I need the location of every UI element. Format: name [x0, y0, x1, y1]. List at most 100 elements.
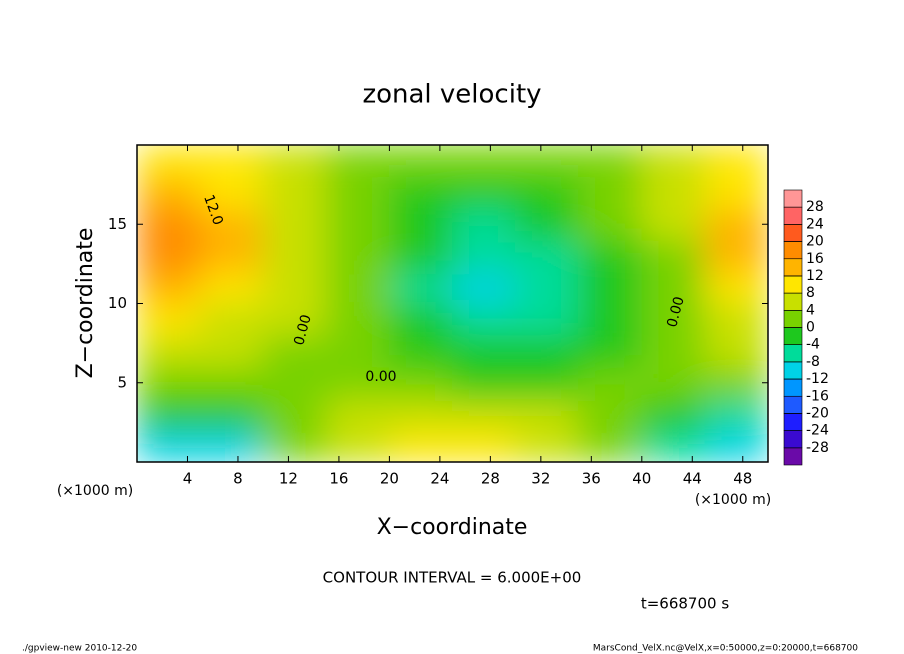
contour-interval: CONTOUR INTERVAL = 6.000E+00	[323, 569, 582, 587]
colorbar-label: 8	[806, 285, 815, 301]
field-cell	[262, 398, 327, 431]
field-cell	[452, 303, 517, 336]
field-cell	[704, 239, 768, 273]
field-cell	[452, 429, 517, 462]
field-cell	[515, 429, 580, 462]
field-cell	[325, 176, 390, 209]
x-tick-label: 8	[233, 470, 243, 488]
field-cell	[641, 366, 706, 400]
colorbar-label: -24	[806, 423, 829, 439]
colorbar-box	[783, 189, 803, 208]
footer-left: ./gpview-new 2010-12-20	[22, 644, 137, 654]
x-unit-label: (×1000 m)	[57, 483, 133, 499]
field-cell	[137, 271, 201, 304]
field	[137, 145, 768, 462]
field-cell	[137, 145, 201, 178]
x-tick-label: 48	[733, 470, 752, 488]
colorbar-box	[783, 241, 803, 260]
colorbar-label: 0	[806, 320, 815, 336]
field-cell	[137, 334, 201, 368]
field-cell	[137, 303, 201, 336]
field-cell	[388, 271, 453, 304]
field-cell	[452, 145, 517, 178]
colorbar-label: -16	[806, 388, 829, 404]
field-cell	[388, 398, 453, 431]
field-cell	[578, 366, 643, 400]
field-cell	[137, 398, 201, 431]
field-cell	[388, 207, 453, 241]
x-unit-label: (×1000 m)	[695, 492, 771, 508]
field-cell	[325, 239, 390, 273]
field-cell	[388, 145, 453, 178]
colorbar-box	[783, 327, 803, 345]
y-axis-label: Z−coordinate	[73, 228, 98, 379]
field-cell	[199, 207, 264, 241]
colorbar-label: -20	[806, 405, 829, 421]
field-cell	[641, 303, 706, 336]
field-cell	[262, 145, 327, 178]
field-cell	[641, 398, 706, 431]
field-cell	[325, 366, 390, 400]
field-cell	[704, 176, 768, 209]
field-cell	[578, 429, 643, 462]
field-cell	[641, 334, 706, 368]
field-cell	[515, 207, 580, 241]
field-cell	[137, 429, 201, 462]
field-cell	[641, 176, 706, 209]
colorbar-box	[783, 275, 803, 294]
field-cell	[452, 207, 517, 241]
field-cell	[325, 271, 390, 304]
field-cell	[137, 207, 201, 241]
field-cell	[641, 145, 706, 178]
field-cell	[704, 145, 768, 178]
field-cell	[578, 303, 643, 336]
field-cell	[515, 303, 580, 336]
field-cell	[452, 271, 517, 304]
x-axis-label: X−coordinate	[377, 515, 528, 540]
field-cell	[199, 176, 264, 209]
field-cell	[137, 366, 201, 400]
colorbar-box	[783, 344, 803, 363]
field-cell	[325, 429, 390, 462]
field-cell	[704, 207, 768, 241]
field-cell	[137, 176, 201, 209]
colorbar-label: 16	[806, 251, 824, 267]
field-cell	[325, 334, 390, 368]
field-cell	[704, 429, 768, 462]
field-cell	[704, 398, 768, 431]
x-tick-label: 20	[380, 470, 399, 488]
field-cell	[578, 176, 643, 209]
field-cell	[515, 239, 580, 273]
field-cell	[515, 398, 580, 431]
field-cell	[704, 366, 768, 400]
colorbar-label: -4	[806, 337, 820, 353]
x-tick-label: 12	[279, 470, 298, 488]
footer-right: MarsCond_VelX.nc@VelX,x=0:50000,z=0:2000…	[593, 644, 858, 654]
colorbar-label: -28	[806, 440, 829, 456]
colorbar-label: 28	[806, 199, 824, 215]
field-cell	[325, 303, 390, 336]
x-tick-label: 28	[481, 470, 500, 488]
field-cell	[515, 145, 580, 178]
time-label: t=668700 s	[641, 595, 729, 613]
field-cell	[578, 398, 643, 431]
x-tick-label: 4	[183, 470, 193, 488]
contour-label: 0.00	[365, 369, 396, 385]
x-tick-label: 24	[430, 470, 449, 488]
field-cell	[199, 239, 264, 273]
y-tick-label: 15	[108, 215, 127, 233]
colorbar-box	[783, 447, 803, 466]
field-cell	[137, 239, 201, 273]
field-cell	[578, 239, 643, 273]
field-cell	[325, 398, 390, 431]
field-cell	[704, 271, 768, 304]
field-cell	[578, 334, 643, 368]
x-tick-label: 32	[531, 470, 550, 488]
field-cell	[388, 303, 453, 336]
field-cell	[262, 429, 327, 462]
field-cell	[578, 145, 643, 178]
field-cell	[262, 207, 327, 241]
x-tick-label: 36	[582, 470, 601, 488]
field-cell	[199, 271, 264, 304]
